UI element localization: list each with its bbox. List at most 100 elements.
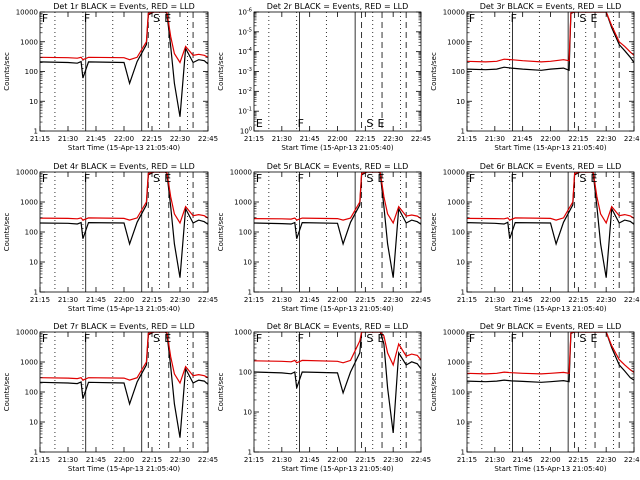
- event-marker-f: F: [298, 332, 304, 345]
- panel-title: Det 2r BLACK = Events, RED = LLD: [267, 2, 409, 11]
- x-tick-label: 21:30: [485, 456, 505, 464]
- y-tick-label: 1000: [20, 199, 38, 207]
- x-tick-label: 22:00: [327, 296, 347, 304]
- x-tick-label: 22:00: [540, 135, 560, 143]
- x-tick-label: 21:45: [513, 456, 533, 464]
- event-marker-e: E: [590, 172, 597, 185]
- x-tick-label: 22:45: [624, 135, 640, 143]
- x-tick-label: 21:30: [485, 296, 505, 304]
- event-marker-f: F: [42, 172, 48, 185]
- lld-series-line: [40, 12, 208, 64]
- y-tick-label: 100: [240, 127, 252, 136]
- y-tick-label: 1000: [234, 199, 252, 207]
- panel-det-8r: Det 8r BLACK = Events, RED = LLD 1 10 100 10…: [217, 322, 431, 473]
- plot-frame: [466, 11, 635, 132]
- x-tick-label: 22:15: [142, 296, 162, 304]
- event-marker-s: S: [366, 172, 373, 185]
- x-tick-label: 22:15: [568, 135, 588, 143]
- plot-frame: [39, 331, 209, 453]
- event-marker-e: E: [256, 117, 263, 130]
- y-tick-label: 10: [456, 98, 465, 106]
- event-marker-e: E: [164, 332, 171, 345]
- plot-frame: [39, 171, 209, 293]
- events-series-line: [40, 172, 208, 278]
- panel-det-7r: Det 7r BLACK = Events, RED = LLD 1 10 100 10…: [3, 322, 218, 473]
- event-marker-f: F: [469, 332, 475, 345]
- x-tick-label: 22:00: [327, 135, 347, 143]
- x-tick-label: 22:45: [624, 456, 640, 464]
- y-tick-label: 100: [239, 229, 252, 237]
- x-tick-label: 21:15: [30, 456, 50, 464]
- event-marker-s: S: [579, 12, 586, 25]
- y-tick-label: 1: [461, 449, 465, 457]
- y-axis-label: Counts/sec: [217, 52, 225, 91]
- panel-det-4r: Det 4r BLACK = Events, RED = LLD 1 10 100 10…: [3, 162, 218, 313]
- x-axis-label: Start Time (15-Apr-13 21:05:40): [494, 465, 606, 473]
- y-tick-label: 10-4: [238, 47, 252, 56]
- y-tick-label: 10000: [443, 329, 465, 337]
- x-tick-label: 22:15: [355, 135, 375, 143]
- panel-det-5r: Det 5r BLACK = Events, RED = LLD 1 10 100 10…: [217, 162, 431, 313]
- x-tick-label: 21:30: [485, 135, 505, 143]
- x-tick-label: 22:30: [170, 296, 190, 304]
- x-tick-label: 21:45: [513, 135, 533, 143]
- lld-series-line: [467, 332, 634, 375]
- y-tick-label: 100: [452, 68, 465, 76]
- x-tick-label: 22:15: [568, 296, 588, 304]
- x-tick-label: 21:45: [513, 296, 533, 304]
- event-marker-e: E: [590, 12, 597, 25]
- x-tick-label: 21:45: [300, 135, 320, 143]
- y-axis-label: Counts/sec: [430, 52, 438, 91]
- event-marker-s: S: [153, 172, 160, 185]
- event-marker-f: F: [256, 332, 262, 345]
- y-tick-label: 1: [34, 128, 38, 136]
- y-tick-label: 10: [29, 419, 38, 427]
- panel-title: Det 7r BLACK = Events, RED = LLD: [53, 322, 195, 331]
- x-tick-label: 22:30: [596, 296, 616, 304]
- x-tick-label: 22:15: [142, 456, 162, 464]
- event-marker-f: F: [42, 332, 48, 345]
- y-tick-label: 100: [452, 229, 465, 237]
- y-tick-label: 10: [243, 259, 252, 267]
- x-tick-label: 22:15: [355, 456, 375, 464]
- y-tick-label: 100: [25, 229, 38, 237]
- panel-title: Det 3r BLACK = Events, RED = LLD: [480, 2, 622, 11]
- y-axis-label: Counts/sec: [430, 373, 438, 412]
- event-marker-f: F: [511, 172, 517, 185]
- panel-det-1r: Det 1r BLACK = Events, RED = LLD 1 10 100 10…: [3, 2, 218, 152]
- y-tick-label: 10-6: [238, 8, 252, 17]
- events-series-line: [254, 332, 421, 433]
- x-tick-label: 22:30: [383, 296, 403, 304]
- panel-title: Det 6r BLACK = Events, RED = LLD: [480, 162, 622, 171]
- panel-det-2r: Det 2r BLACK = Events, RED = LLD 100 10-1 1…: [217, 2, 431, 152]
- x-axis-label: Start Time (15-Apr-13 21:05:40): [68, 465, 180, 473]
- y-axis-label: Counts/sec: [3, 52, 11, 91]
- event-marker-f: F: [84, 12, 90, 25]
- x-tick-label: 22:15: [355, 296, 375, 304]
- y-axis-label: Counts/sec: [217, 213, 225, 252]
- plot-frame: [39, 11, 209, 132]
- events-series-line: [40, 332, 208, 438]
- event-marker-s: S: [579, 332, 586, 345]
- x-tick-label: 21:30: [58, 296, 78, 304]
- y-tick-label: 10-5: [238, 27, 252, 36]
- y-tick-label: 10000: [16, 329, 38, 337]
- lld-series-line: [40, 332, 208, 385]
- lld-series-line: [467, 172, 634, 225]
- panel-title: Det 9r BLACK = Events, RED = LLD: [480, 322, 622, 331]
- x-axis-label: Start Time (15-Apr-13 21:05:40): [68, 305, 180, 313]
- y-tick-label: 100: [239, 369, 252, 377]
- events-series-line: [467, 172, 634, 278]
- y-tick-label: 1000: [447, 38, 465, 46]
- event-marker-s: S: [579, 172, 586, 185]
- lld-series-line: [254, 332, 421, 367]
- y-tick-label: 1000: [447, 359, 465, 367]
- x-tick-label: 21:15: [30, 296, 50, 304]
- x-tick-label: 22:15: [568, 456, 588, 464]
- x-tick-label: 21:15: [457, 456, 477, 464]
- panel-det-3r: Det 3r BLACK = Events, RED = LLD 1 10 100 10…: [430, 2, 640, 152]
- y-tick-label: 10-1: [238, 107, 252, 116]
- x-axis-label: Start Time (15-Apr-13 21:05:40): [281, 465, 393, 473]
- event-marker-f: F: [42, 12, 48, 25]
- x-tick-label: 22:30: [383, 135, 403, 143]
